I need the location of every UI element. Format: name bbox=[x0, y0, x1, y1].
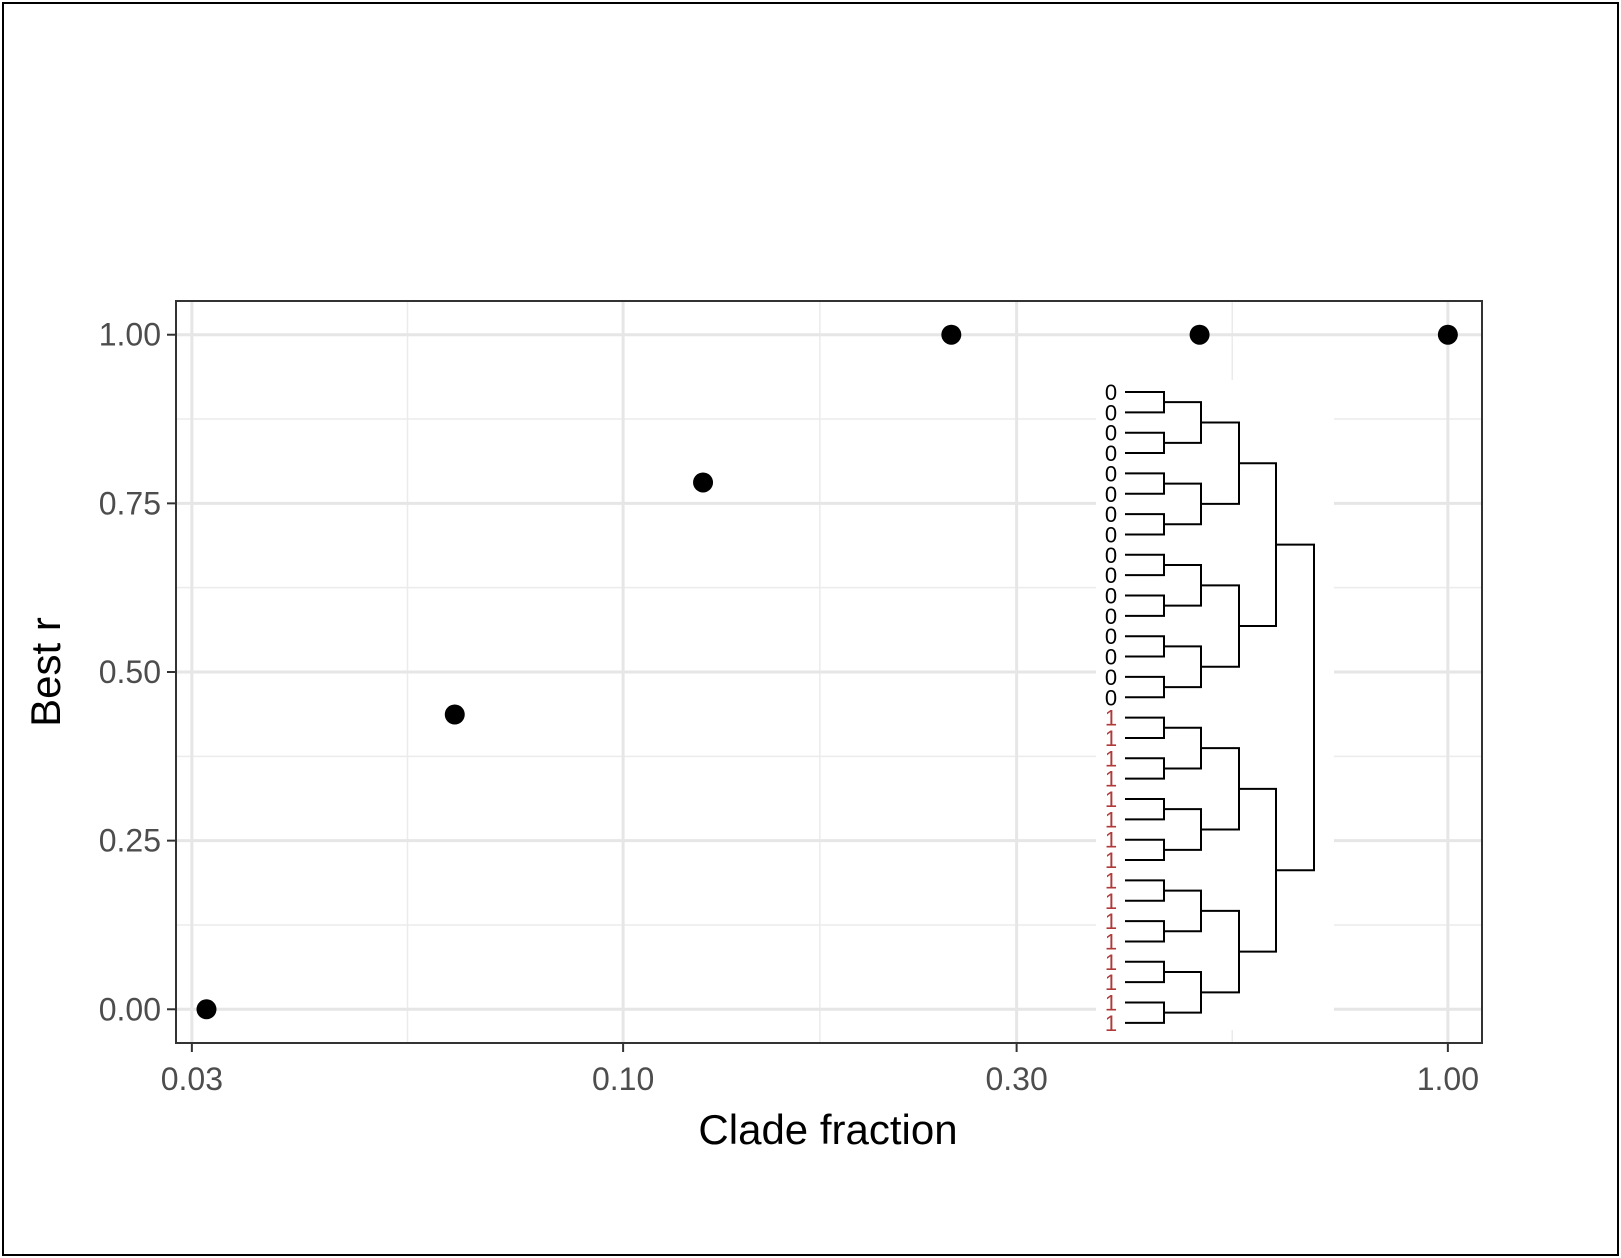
leaf-label: 1 bbox=[1105, 1011, 1117, 1036]
leaf-label: 0 bbox=[1105, 563, 1117, 588]
data-point bbox=[693, 472, 714, 493]
leaf-label: 0 bbox=[1105, 482, 1117, 507]
leaf-label: 0 bbox=[1105, 584, 1117, 609]
leaf-label: 1 bbox=[1105, 767, 1117, 792]
leaf-label: 1 bbox=[1105, 889, 1117, 914]
x-tick-label: 0.03 bbox=[161, 1061, 223, 1097]
leaf-label: 0 bbox=[1105, 400, 1117, 425]
leaf-label: 0 bbox=[1105, 502, 1117, 527]
leaf-label: 1 bbox=[1105, 848, 1117, 873]
y-tick-label: 0.75 bbox=[99, 485, 161, 521]
inset-background bbox=[1096, 380, 1334, 1030]
data-points bbox=[196, 324, 1458, 1020]
leaf-label: 0 bbox=[1105, 665, 1117, 690]
leaf-label: 1 bbox=[1105, 950, 1117, 975]
data-point bbox=[1189, 324, 1210, 345]
y-tick-label: 0.50 bbox=[99, 654, 161, 690]
leaf-label: 0 bbox=[1105, 380, 1117, 405]
x-tick-label: 0.30 bbox=[985, 1061, 1047, 1097]
leaf-label: 0 bbox=[1105, 441, 1117, 466]
leaf-label: 0 bbox=[1105, 522, 1117, 547]
x-axis-title: Clade fraction bbox=[698, 1106, 957, 1153]
dendrogram-branch bbox=[1276, 543, 1315, 872]
x-axis: 0.03 0.10 0.30 1.00 bbox=[161, 1043, 1479, 1097]
leaf-label: 1 bbox=[1105, 868, 1117, 893]
y-tick-label: 0.00 bbox=[99, 991, 161, 1027]
leaf-label: 0 bbox=[1105, 624, 1117, 649]
leaf-label: 1 bbox=[1105, 970, 1117, 995]
leaf-label: 1 bbox=[1105, 828, 1117, 853]
leaf-label: 1 bbox=[1105, 787, 1117, 812]
leaf-label: 1 bbox=[1105, 807, 1117, 832]
data-point bbox=[444, 704, 465, 725]
leaf-label: 0 bbox=[1105, 421, 1117, 446]
x-tick-label: 1.00 bbox=[1417, 1061, 1479, 1097]
leaf-label: 1 bbox=[1105, 909, 1117, 934]
leaf-label: 0 bbox=[1105, 461, 1117, 486]
leaf-label: 1 bbox=[1105, 929, 1117, 954]
leaf-label: 0 bbox=[1105, 645, 1117, 670]
leaf-label: 1 bbox=[1105, 991, 1117, 1016]
data-point bbox=[1437, 324, 1458, 345]
leaf-label: 0 bbox=[1105, 543, 1117, 568]
leaf-label: 1 bbox=[1105, 746, 1117, 771]
data-point bbox=[941, 324, 962, 345]
data-point bbox=[196, 999, 217, 1020]
leaf-label: 0 bbox=[1105, 685, 1117, 710]
y-tick-label: 1.00 bbox=[99, 317, 161, 353]
y-tick-label: 0.25 bbox=[99, 823, 161, 859]
x-tick-label: 0.10 bbox=[592, 1061, 654, 1097]
leaf-label: 1 bbox=[1105, 726, 1117, 751]
y-axis: 0.00 0.25 0.50 0.75 1.00 bbox=[99, 317, 176, 1027]
y-axis-title: Best r bbox=[22, 617, 69, 727]
leaf-label: 1 bbox=[1105, 706, 1117, 731]
leaf-label: 0 bbox=[1105, 604, 1117, 629]
